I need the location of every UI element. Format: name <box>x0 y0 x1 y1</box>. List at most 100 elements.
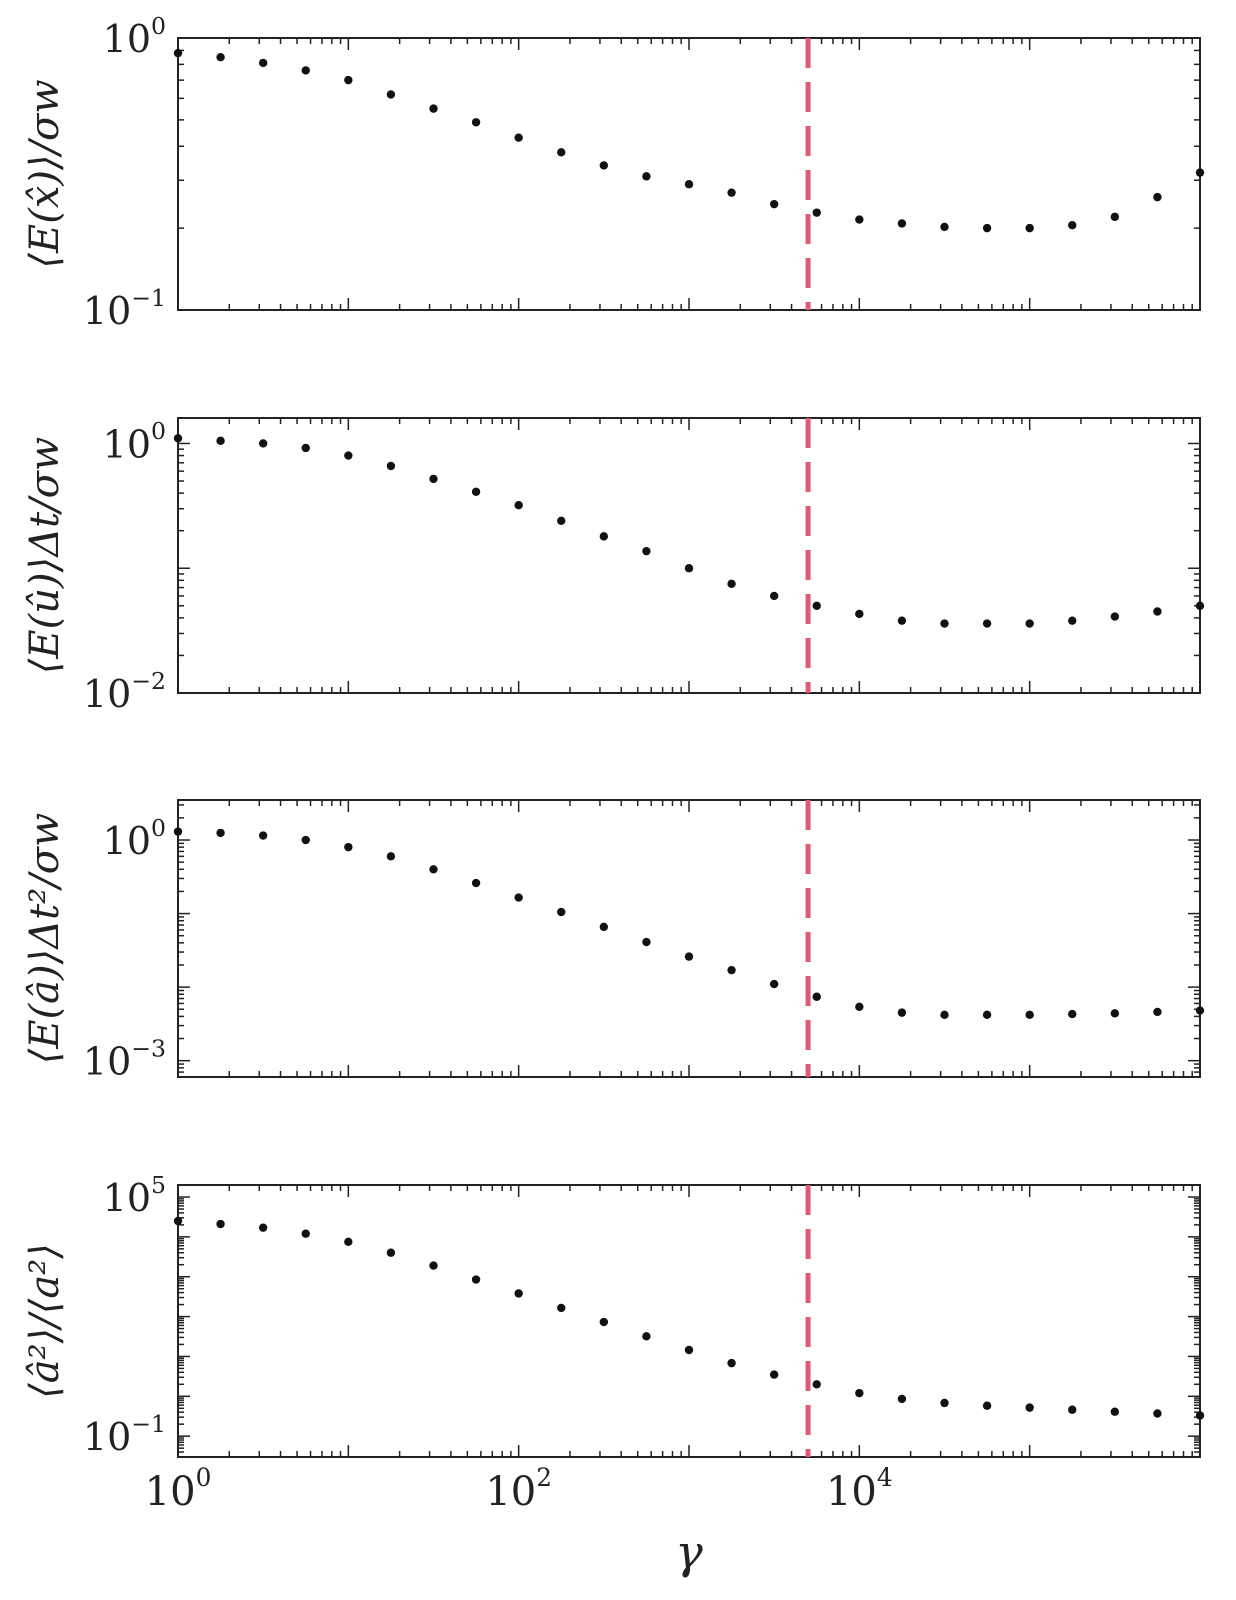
data-point <box>642 937 651 947</box>
data-point <box>599 922 609 932</box>
data-point <box>1068 616 1077 625</box>
data-point <box>812 208 821 217</box>
data-point <box>1195 601 1205 610</box>
data-point <box>1025 1403 1034 1412</box>
y-tick-label: 10−1 <box>83 284 166 333</box>
data-point <box>1110 1009 1120 1018</box>
data-point <box>684 564 694 573</box>
data-point <box>642 1332 651 1341</box>
panel-2: 100 10−2 ⟨E(û)⟩Δt/σw <box>22 417 1205 716</box>
data-point <box>982 1010 992 1020</box>
data-point <box>514 133 523 142</box>
data-point <box>1110 212 1120 222</box>
panel-4: 105 10−1 ⟨â²⟩/⟨a²⟩ <box>22 1171 1205 1459</box>
data-point <box>1153 1409 1162 1418</box>
data-point <box>940 1010 949 1020</box>
data-point <box>344 75 353 85</box>
data-point <box>471 118 481 127</box>
data-point <box>1068 1009 1077 1019</box>
data-point <box>1195 168 1205 177</box>
data-point <box>897 219 907 228</box>
data-point <box>1153 1007 1162 1017</box>
data-point <box>557 148 566 157</box>
data-point <box>1153 192 1162 202</box>
data-point <box>940 222 949 232</box>
y-axis-label: ⟨E(û)⟩Δt/σw <box>22 437 68 674</box>
data-point <box>684 1345 694 1355</box>
data-point <box>429 865 438 874</box>
data-point <box>599 1317 609 1327</box>
data-point <box>982 619 992 628</box>
data-point <box>344 842 353 852</box>
panel-3: 100 10−3 ⟨E(â)⟩Δt²/σw <box>22 799 1205 1084</box>
data-point <box>386 852 396 861</box>
data-point <box>557 1303 566 1313</box>
plot-frame <box>177 799 1201 1078</box>
data-point <box>301 443 310 453</box>
data-point <box>258 58 268 68</box>
data-point <box>216 436 225 446</box>
data-point <box>514 893 523 902</box>
data-point <box>1195 1006 1205 1015</box>
y-axis-label: ⟨E(x̂)⟩/σw <box>22 79 68 268</box>
data-point <box>301 1229 310 1238</box>
data-point <box>429 474 438 484</box>
y-tick-label: 10−2 <box>83 667 166 716</box>
data-point <box>1153 607 1162 616</box>
plot-frame <box>177 1184 1201 1458</box>
panel-1: 100 10−1 ⟨E(x̂)⟩/σw <box>22 12 1205 333</box>
x-tick-label: 102 <box>485 1463 552 1515</box>
plot-frame <box>177 37 1201 311</box>
data-point <box>173 827 183 836</box>
data-point <box>642 546 651 556</box>
y-tick-label: 10−1 <box>83 1410 166 1459</box>
data-point <box>769 591 779 601</box>
data-point <box>216 828 225 838</box>
data-point <box>982 223 992 233</box>
data-point <box>1110 1407 1120 1416</box>
data-point <box>471 878 481 888</box>
data-point <box>173 1216 183 1226</box>
data-point <box>727 965 736 975</box>
data-point <box>258 831 268 840</box>
data-point <box>557 907 566 917</box>
data-point <box>386 461 396 471</box>
data-point <box>599 161 609 170</box>
data-point <box>812 1380 821 1389</box>
data-point <box>258 439 268 448</box>
data-point <box>599 532 609 541</box>
data-point <box>727 579 736 589</box>
data-point <box>897 616 907 625</box>
y-tick-label: 10−3 <box>83 1034 166 1083</box>
data-point <box>940 1398 949 1408</box>
x-axis-label: γ <box>675 1525 703 1579</box>
data-point <box>216 52 225 62</box>
data-point <box>301 835 310 845</box>
data-point <box>1068 221 1077 230</box>
data-point <box>429 104 438 113</box>
y-tick-label: 100 <box>103 417 166 466</box>
data-point <box>897 1394 907 1404</box>
x-tick-label: 100 <box>145 1463 212 1515</box>
data-point <box>301 66 310 75</box>
data-point <box>173 48 183 58</box>
data-point <box>1195 1411 1205 1420</box>
data-point <box>855 1388 864 1398</box>
data-point <box>514 1289 523 1298</box>
y-tick-label: 100 <box>103 814 166 863</box>
data-point <box>812 601 821 610</box>
data-point <box>940 619 949 628</box>
data-point <box>812 992 821 1001</box>
data-point <box>386 1248 396 1257</box>
data-point <box>769 979 779 989</box>
data-point <box>642 172 651 181</box>
plot-frame <box>177 417 1201 694</box>
x-tick-label: 104 <box>826 1463 893 1515</box>
data-point <box>684 180 694 189</box>
data-point <box>727 188 736 197</box>
y-axis-label: ⟨E(â)⟩Δt²/σw <box>22 813 68 1064</box>
data-point <box>897 1008 907 1017</box>
data-point <box>855 1002 864 1012</box>
data-point <box>1068 1405 1077 1414</box>
